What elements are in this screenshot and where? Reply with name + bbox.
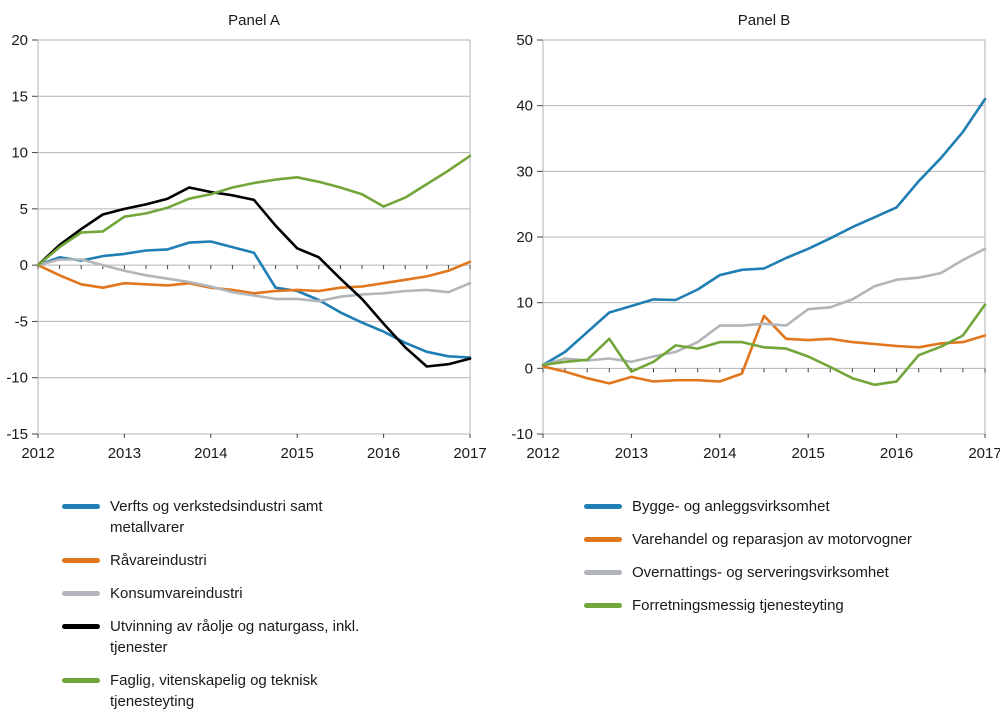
y-tick-label: -5 xyxy=(15,313,28,330)
legend-item: Verfts og verkstedsindustri samt metallv… xyxy=(62,496,500,538)
plot-frame xyxy=(542,39,986,435)
legend-swatch xyxy=(584,504,622,509)
y-tick-label: 0 xyxy=(525,360,533,377)
legend-item: Konsumvareindustri xyxy=(62,583,500,604)
legend-label: Overnattings- og serveringsvirksomhet xyxy=(632,564,889,581)
legend-label: Faglig, vitenskapelig og teknisk tjenest… xyxy=(110,672,318,710)
x-tick-label: 2015 xyxy=(792,445,825,462)
legend-item: Forretningsmessig tjenesteyting xyxy=(584,595,1000,616)
legend-item: Bygge- og anleggsvirksomhet xyxy=(584,496,1000,517)
y-tick-label: -10 xyxy=(511,426,533,443)
legend-label: Råvareindustri xyxy=(110,552,207,569)
x-tick-label: 2015 xyxy=(281,445,314,462)
legend-label: Bygge- og anleggsvirksomhet xyxy=(632,498,830,515)
series-line xyxy=(541,97,987,367)
series-line xyxy=(541,314,987,385)
x-tick-label: 2014 xyxy=(703,445,736,462)
y-tick-label: 30 xyxy=(516,163,533,180)
legend-swatch xyxy=(62,504,100,509)
legend-swatch xyxy=(62,558,100,563)
legend-item: Utvinning av råolje og naturgass, inkl. … xyxy=(62,616,500,658)
y-tick-label: 15 xyxy=(11,88,28,105)
panel-a-legend: Verfts og verkstedsindustri samt metallv… xyxy=(0,496,500,712)
y-tick-label: 50 xyxy=(516,34,533,49)
legend-label: Utvinning av råolje og naturgass, inkl. … xyxy=(110,618,360,656)
panel-a-title: Panel A xyxy=(228,12,280,29)
series-line xyxy=(36,258,472,303)
y-tick-label: 0 xyxy=(20,257,28,274)
legend-item: Overnattings- og serveringsvirksomhet xyxy=(584,562,1000,583)
panel-b-column: Panel B -10 0 10 20 30 40 50 2012 2013 2014 2015 20… xyxy=(500,8,1000,712)
series-line xyxy=(541,247,987,367)
legend-swatch xyxy=(62,624,100,629)
legend-swatch xyxy=(62,678,100,683)
panel-a-column: Panel A -15 -10 -5 0 5 10 15 20 2012 2013 2014 2015… xyxy=(0,8,500,712)
legend-swatch xyxy=(584,537,622,542)
legend-label: Verfts og verkstedsindustri samt metallv… xyxy=(110,498,323,536)
y-tick-label: -15 xyxy=(6,426,28,443)
y-tick-label: -10 xyxy=(6,370,28,387)
x-tick-label: 2013 xyxy=(615,445,648,462)
panel-b-chart: -10 0 10 20 30 40 50 2012 2013 2014 2015 2016 2017 xyxy=(511,34,1000,462)
series-line xyxy=(541,303,987,387)
plot-frame xyxy=(37,39,471,435)
legend-label: Konsumvareindustri xyxy=(110,585,243,602)
x-tick-label: 2013 xyxy=(108,445,141,462)
series-line xyxy=(36,186,472,368)
legend-swatch xyxy=(584,603,622,608)
panel-b-legend: Bygge- og anleggsvirksomhet Varehandel o… xyxy=(500,496,1000,616)
x-tick-label: 2014 xyxy=(194,445,227,462)
legend-item: Faglig, vitenskapelig og teknisk tjenest… xyxy=(62,670,500,712)
legend-item: Råvareindustri xyxy=(62,550,500,571)
legend-label: Varehandel og reparasjon av motorvogner xyxy=(632,531,912,548)
series-line xyxy=(36,240,472,359)
x-tick-label: 2012 xyxy=(21,445,54,462)
panel-a-chart: -15 -10 -5 0 5 10 15 20 2012 2013 2014 2015 2016 2017 xyxy=(6,34,486,462)
series-line xyxy=(36,154,472,267)
y-tick-label: 5 xyxy=(20,201,28,218)
legend-swatch xyxy=(62,591,100,596)
x-tick-label: 2017 xyxy=(453,445,486,462)
panel-b-title: Panel B xyxy=(737,12,791,29)
y-tick-label: 10 xyxy=(516,295,533,312)
legend-label: Forretningsmessig tjenesteyting xyxy=(632,597,844,614)
series-line xyxy=(36,260,472,295)
x-tick-label: 2017 xyxy=(968,445,1000,462)
x-tick-label: 2012 xyxy=(526,445,559,462)
legend-swatch xyxy=(584,570,622,575)
y-tick-label: 20 xyxy=(516,229,533,246)
x-tick-label: 2016 xyxy=(880,445,913,462)
x-tick-label: 2016 xyxy=(367,445,400,462)
legend-item: Varehandel og reparasjon av motorvogner xyxy=(584,529,1000,550)
y-tick-label: 10 xyxy=(11,145,28,162)
y-tick-label: 40 xyxy=(516,98,533,115)
y-tick-label: 20 xyxy=(11,34,28,49)
